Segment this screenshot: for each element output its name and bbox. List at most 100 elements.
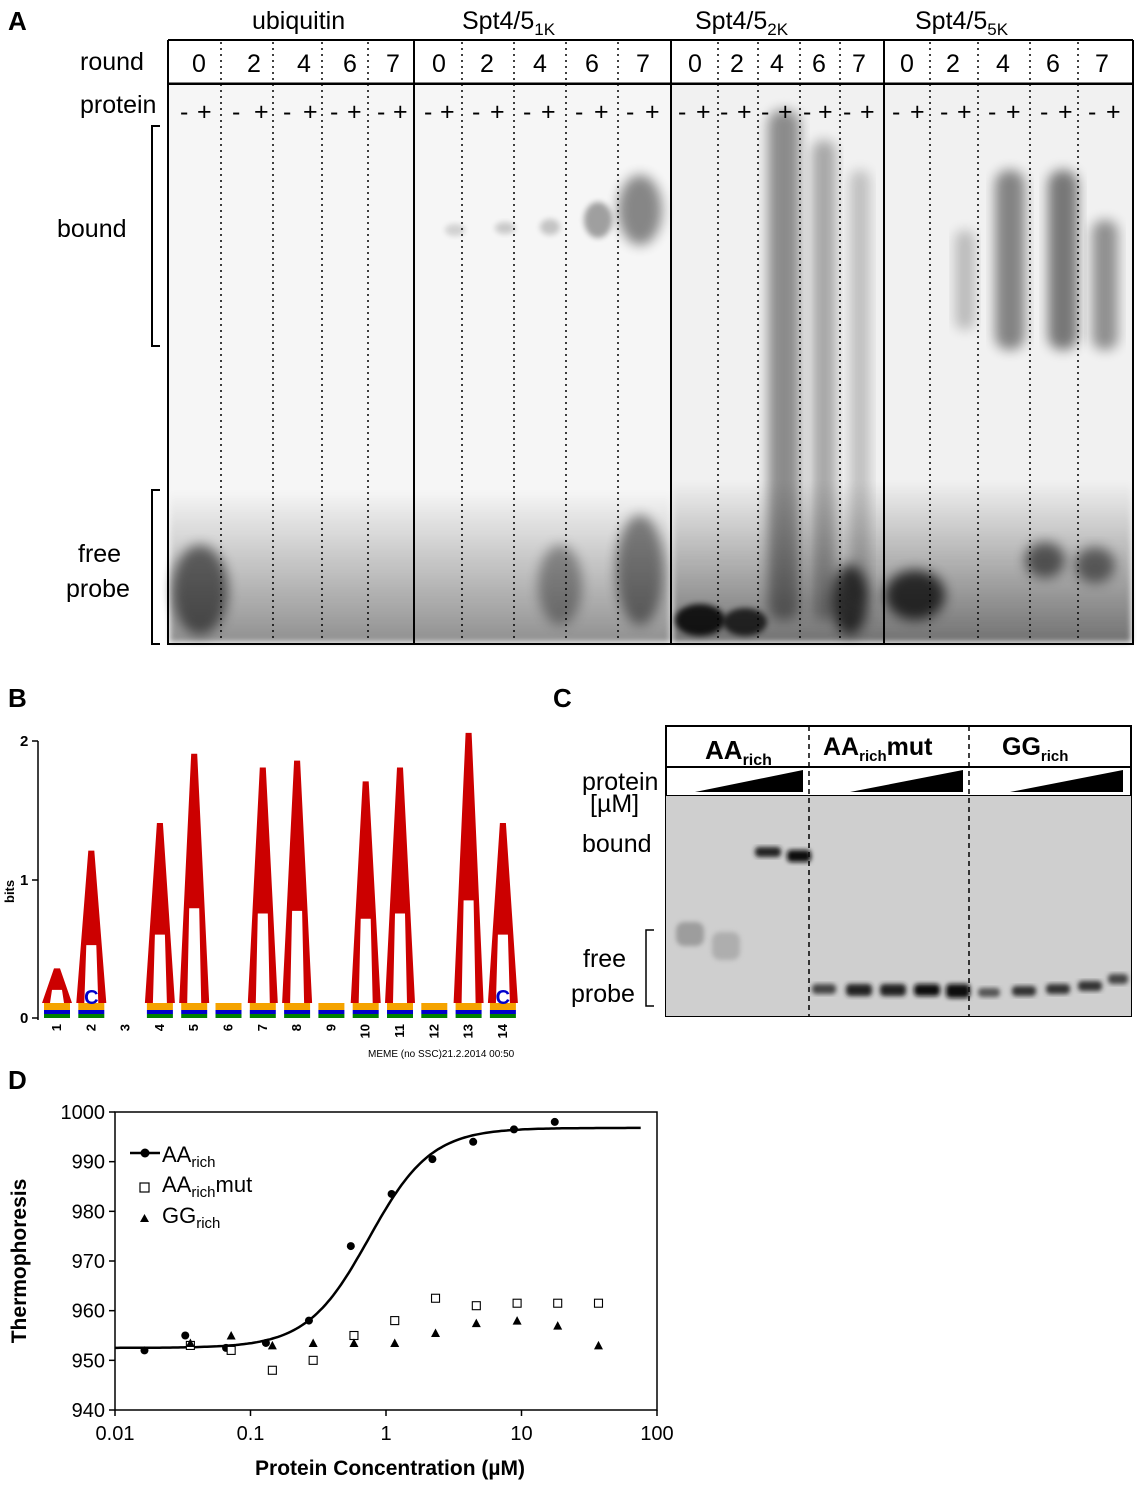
free-label-c: free (583, 945, 627, 973)
plus-marker: + (347, 98, 362, 126)
round-row-label: round (80, 48, 144, 76)
logo-position-label: 14 (495, 1023, 510, 1038)
panel-d-label: D (8, 1065, 27, 1095)
minus-marker: - (761, 98, 770, 126)
bound-label-c: bound (582, 830, 652, 858)
logo-position-label: 4 (152, 1023, 167, 1031)
free-probe-band (1012, 986, 1036, 996)
logo-minor-letter (318, 1010, 345, 1014)
round-number: 0 (900, 50, 914, 78)
logo-minor-letter (421, 1014, 448, 1018)
logo-y-tick-label: 0 (20, 1010, 28, 1027)
logo-minor-letter (352, 1003, 379, 1010)
minus-marker: - (988, 98, 997, 126)
panel-a-gel (151, 39, 1134, 645)
minus-marker: - (472, 98, 481, 126)
point-aarichmut (267, 1365, 277, 1375)
logo-letter-a-bar (461, 867, 476, 887)
round-number: 2 (480, 50, 494, 78)
y-tick-label: 960 (72, 1301, 105, 1323)
logo-position-label: 6 (221, 1024, 236, 1031)
logo-letter-a-bar (50, 985, 64, 989)
logo-letter-a-bar (290, 881, 305, 899)
legend-marker-aarich (140, 1148, 150, 1158)
legend-marker-aarichmut (139, 1182, 150, 1193)
y-tick-label: 950 (72, 1350, 105, 1372)
x-ticks: 0.01 0.1 1 10 100 (96, 1410, 674, 1445)
x-tick-label: 100 (640, 1423, 673, 1445)
y-tick-label: 990 (72, 1152, 105, 1174)
point-aarichmut (349, 1330, 359, 1341)
free-probe-band (946, 984, 970, 998)
logo-minor-letter (78, 1003, 105, 1010)
point-aarichmut (553, 1298, 563, 1308)
logo-letter-a-bar (84, 926, 99, 938)
minus-marker: - (843, 98, 852, 126)
logo-minor-letter (284, 1014, 311, 1018)
logo-minor-letter (284, 1010, 311, 1014)
plus-marker: + (197, 98, 212, 126)
logo-minor-letter (181, 1014, 208, 1018)
logo-minor-letter (318, 1014, 345, 1018)
bound-band (787, 850, 811, 862)
bound-smear (768, 110, 800, 620)
free-probe-band (1046, 984, 1070, 994)
y-tick-label: 940 (72, 1400, 105, 1422)
panel-c-label: C (553, 683, 572, 713)
point-aarich (304, 1316, 313, 1325)
logo-minor-letter (387, 1014, 413, 1018)
plus-marker: + (1106, 98, 1121, 126)
lane-header-aarichmut: AArichmut (823, 733, 933, 765)
point-aarichmut (226, 1345, 236, 1355)
logo-minor-letter (215, 1014, 242, 1018)
x-tick-label: 0.01 (96, 1423, 135, 1445)
logo-minor-letter (249, 1010, 276, 1014)
minus-marker: - (1088, 98, 1097, 126)
bound-smear (1048, 170, 1078, 350)
point-aarichmut (390, 1316, 400, 1326)
minus-marker: - (720, 98, 729, 126)
minus-marker: - (892, 98, 901, 126)
round-number: 6 (585, 50, 599, 78)
free-probe-band (675, 604, 725, 636)
point-ggrich (267, 1340, 277, 1350)
point-ggrich (390, 1338, 400, 1347)
bound-smear (955, 230, 975, 330)
minus-marker: - (803, 98, 812, 126)
legend-marker-ggrich (140, 1214, 149, 1222)
minus-marker: - (283, 98, 292, 126)
bound-band (445, 224, 465, 236)
logo-y-tick-label: 2 (20, 733, 28, 750)
free-probe-band (172, 545, 228, 635)
logo-position-label: 13 (461, 1024, 476, 1038)
round-number: 6 (343, 50, 357, 78)
legend-label-aarichmut: AArichmut (162, 1172, 252, 1201)
x-tick-label: 0.1 (237, 1423, 265, 1445)
y-axis-label: Thermophoresis (8, 1179, 31, 1344)
plus-marker: + (440, 98, 455, 126)
minus-marker: - (523, 98, 532, 126)
logo-minor-letter (146, 1010, 173, 1014)
minus-marker: - (424, 98, 433, 126)
logo-position-label: 2 (83, 1024, 98, 1031)
concentration-ramp (695, 770, 803, 792)
logo-caption: MEME (no SSC)21.2.2014 00:50 (368, 1049, 515, 1060)
bound-band (495, 222, 515, 234)
point-aarich (346, 1242, 355, 1251)
logo-minor-letter (181, 1003, 208, 1010)
bound-smear (850, 170, 870, 600)
bound-smear (995, 170, 1025, 350)
protein-row-label: protein (80, 91, 157, 119)
point-aarichmut (430, 1293, 441, 1303)
logo-minor-letter (78, 1010, 105, 1014)
logo-letter-a-bar (255, 885, 270, 902)
free-probe-smear-left (170, 490, 670, 642)
logo-letter-a-bar (393, 885, 407, 902)
panel-b-label: B (8, 683, 27, 713)
panel-c-gel-image (666, 796, 1131, 1016)
plus-marker: + (303, 98, 318, 126)
legend-label-aarich: AArich (162, 1142, 216, 1171)
free-label-a: free (78, 540, 122, 568)
point-aarich (469, 1137, 478, 1146)
plus-marker: + (645, 98, 660, 126)
